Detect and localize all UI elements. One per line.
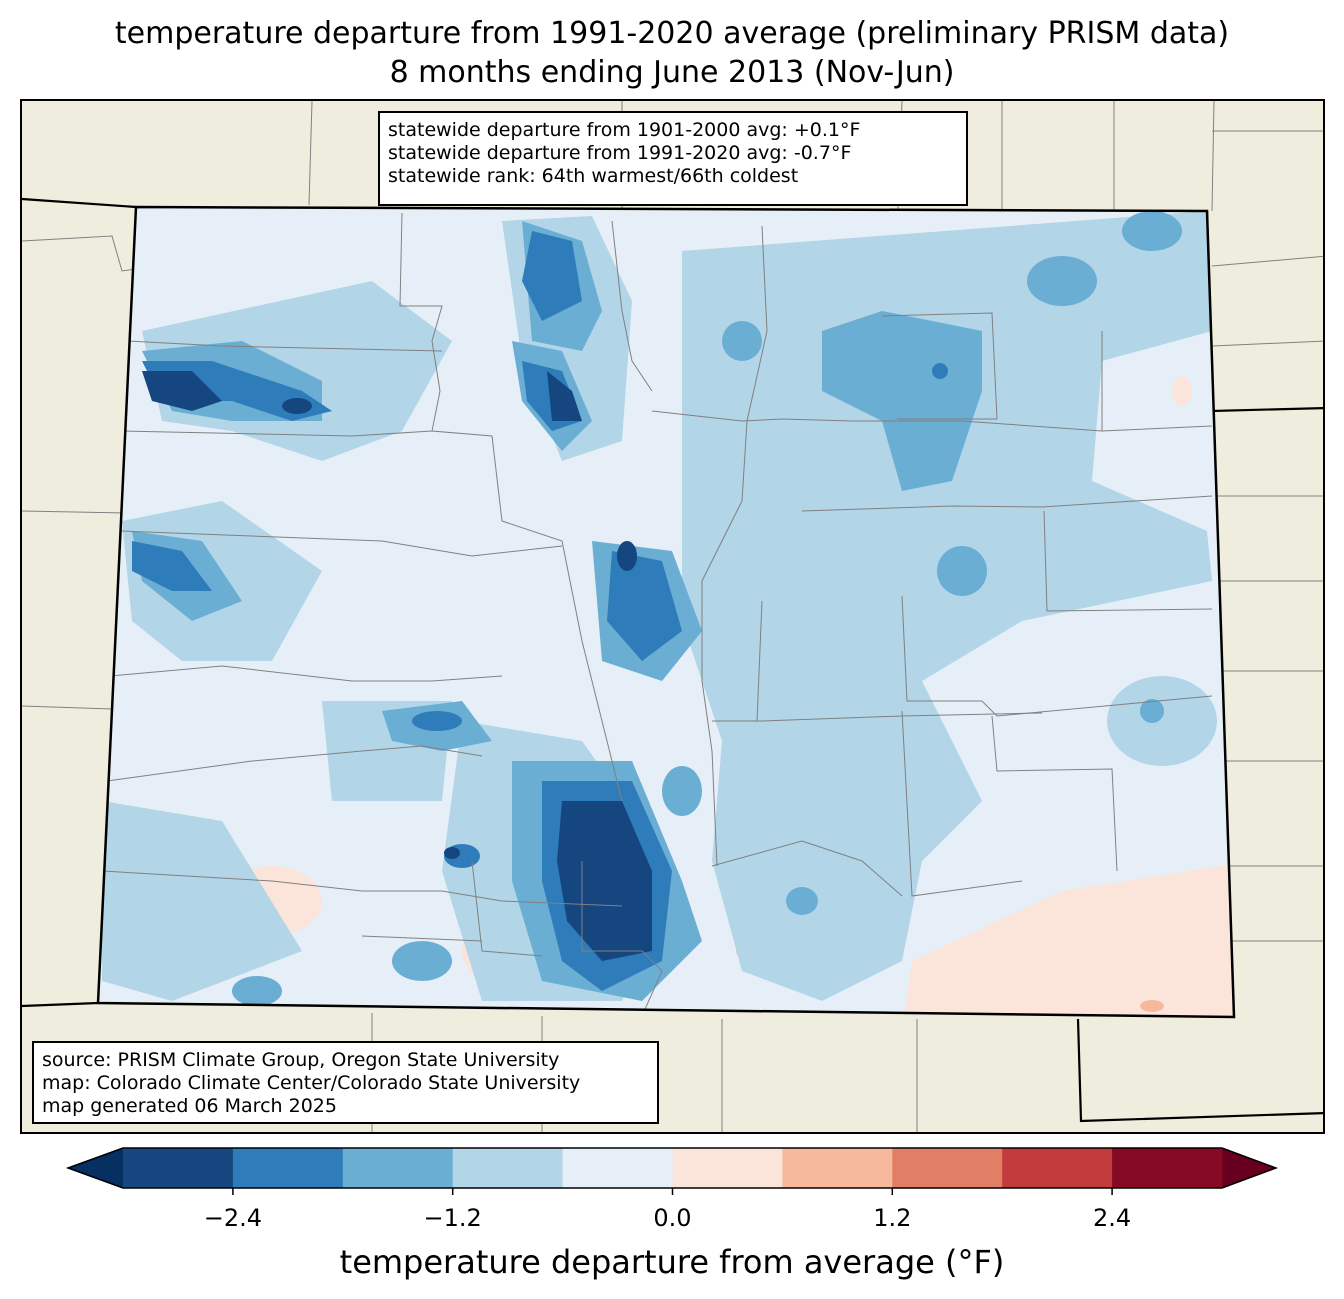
credits-map-author: map: Colorado Climate Center/Colorado St…	[42, 1072, 581, 1094]
map-panel	[20, 99, 1325, 1134]
colorbar-bin	[1112, 1148, 1223, 1188]
stats-rank: statewide rank: 64th warmest/66th coldes…	[388, 165, 799, 187]
colorbar-bin	[123, 1148, 234, 1188]
colorbar-tick-label: −1.2	[423, 1204, 482, 1232]
colorbar-over-extend	[1222, 1148, 1276, 1188]
colorbar-bin	[1002, 1148, 1113, 1188]
stats-departure-1901-2000: statewide departure from 1901-2000 avg: …	[388, 119, 861, 141]
colorbar-label: temperature departure from average (°F)	[339, 1243, 1005, 1281]
map-title-line1: temperature departure from 1991-2020 ave…	[114, 16, 1230, 51]
county-lines	[101, 212, 1213, 1017]
colorbar-tick-label: −2.4	[203, 1204, 263, 1232]
colorbar-bin	[562, 1148, 673, 1188]
map-title-line2: 8 months ending June 2013 (Nov-Jun)	[389, 55, 955, 90]
colorado-temperature-map	[22, 101, 1323, 1132]
colorbar-tick-label: 1.2	[873, 1204, 912, 1232]
colorbar-bin	[892, 1148, 1003, 1188]
stats-departure-1991-2020: statewide departure from 1991-2020 avg: …	[388, 142, 852, 164]
colorbar-bin	[782, 1148, 893, 1188]
colorbar-outline	[65, 1147, 1279, 1189]
border-az-nm	[22, 1001, 99, 1008]
border-wy-ut	[22, 197, 137, 209]
border-ne-ks	[1205, 210, 1323, 413]
colorbar-bin	[452, 1148, 564, 1188]
colorbar-bin	[672, 1148, 783, 1188]
cool-anomaly-areas-strongest	[142, 363, 948, 961]
credits-box: source: PRISM Climate Group, Oregon Stat…	[32, 1041, 659, 1124]
colorbar-bin	[342, 1148, 454, 1188]
statewide-stats-box: statewide departure from 1901-2000 avg: …	[378, 111, 968, 206]
colorbar-tick-label: 0.0	[653, 1204, 692, 1232]
colorado-state-border	[96, 205, 1236, 1019]
border-ok-tx	[1076, 1018, 1323, 1123]
colorbar-under-extend	[68, 1148, 123, 1188]
colorbar-tick-label: 2.4	[1093, 1204, 1132, 1232]
colorbar	[65, 1147, 1279, 1195]
credits-generated-date: map generated 06 March 2025	[42, 1095, 337, 1117]
credits-source: source: PRISM Climate Group, Oregon Stat…	[42, 1049, 560, 1071]
colorbar-bin	[232, 1148, 344, 1188]
